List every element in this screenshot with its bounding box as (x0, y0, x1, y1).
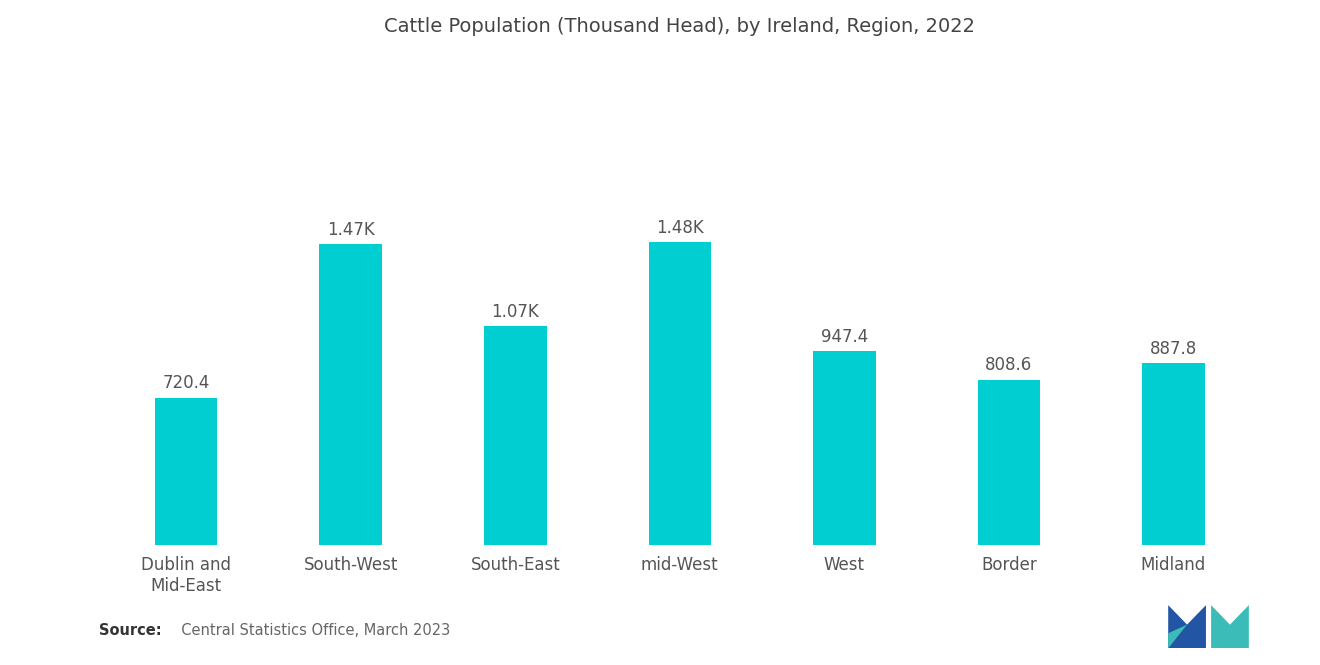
Bar (813, 351, 875, 545)
Text: 1.48K: 1.48K (656, 219, 704, 237)
Bar (154, 398, 218, 545)
Text: Central Statistics Office, March 2023: Central Statistics Office, March 2023 (172, 623, 450, 638)
Text: 1.47K: 1.47K (327, 221, 375, 239)
Polygon shape (1168, 624, 1187, 648)
Title: Cattle Population (Thousand Head), by Ireland, Region, 2022: Cattle Population (Thousand Head), by Ir… (384, 17, 975, 37)
Text: 947.4: 947.4 (821, 328, 869, 346)
Bar (319, 244, 381, 545)
Bar (484, 326, 546, 545)
Text: 808.6: 808.6 (985, 356, 1032, 374)
Bar (978, 380, 1040, 545)
Polygon shape (1168, 605, 1206, 648)
Bar (1142, 363, 1205, 545)
Text: 720.4: 720.4 (162, 374, 210, 392)
Text: Source:: Source: (99, 623, 161, 638)
Bar (648, 242, 711, 545)
Text: 887.8: 887.8 (1150, 340, 1197, 358)
Polygon shape (1212, 605, 1249, 648)
Text: 1.07K: 1.07K (491, 303, 539, 321)
